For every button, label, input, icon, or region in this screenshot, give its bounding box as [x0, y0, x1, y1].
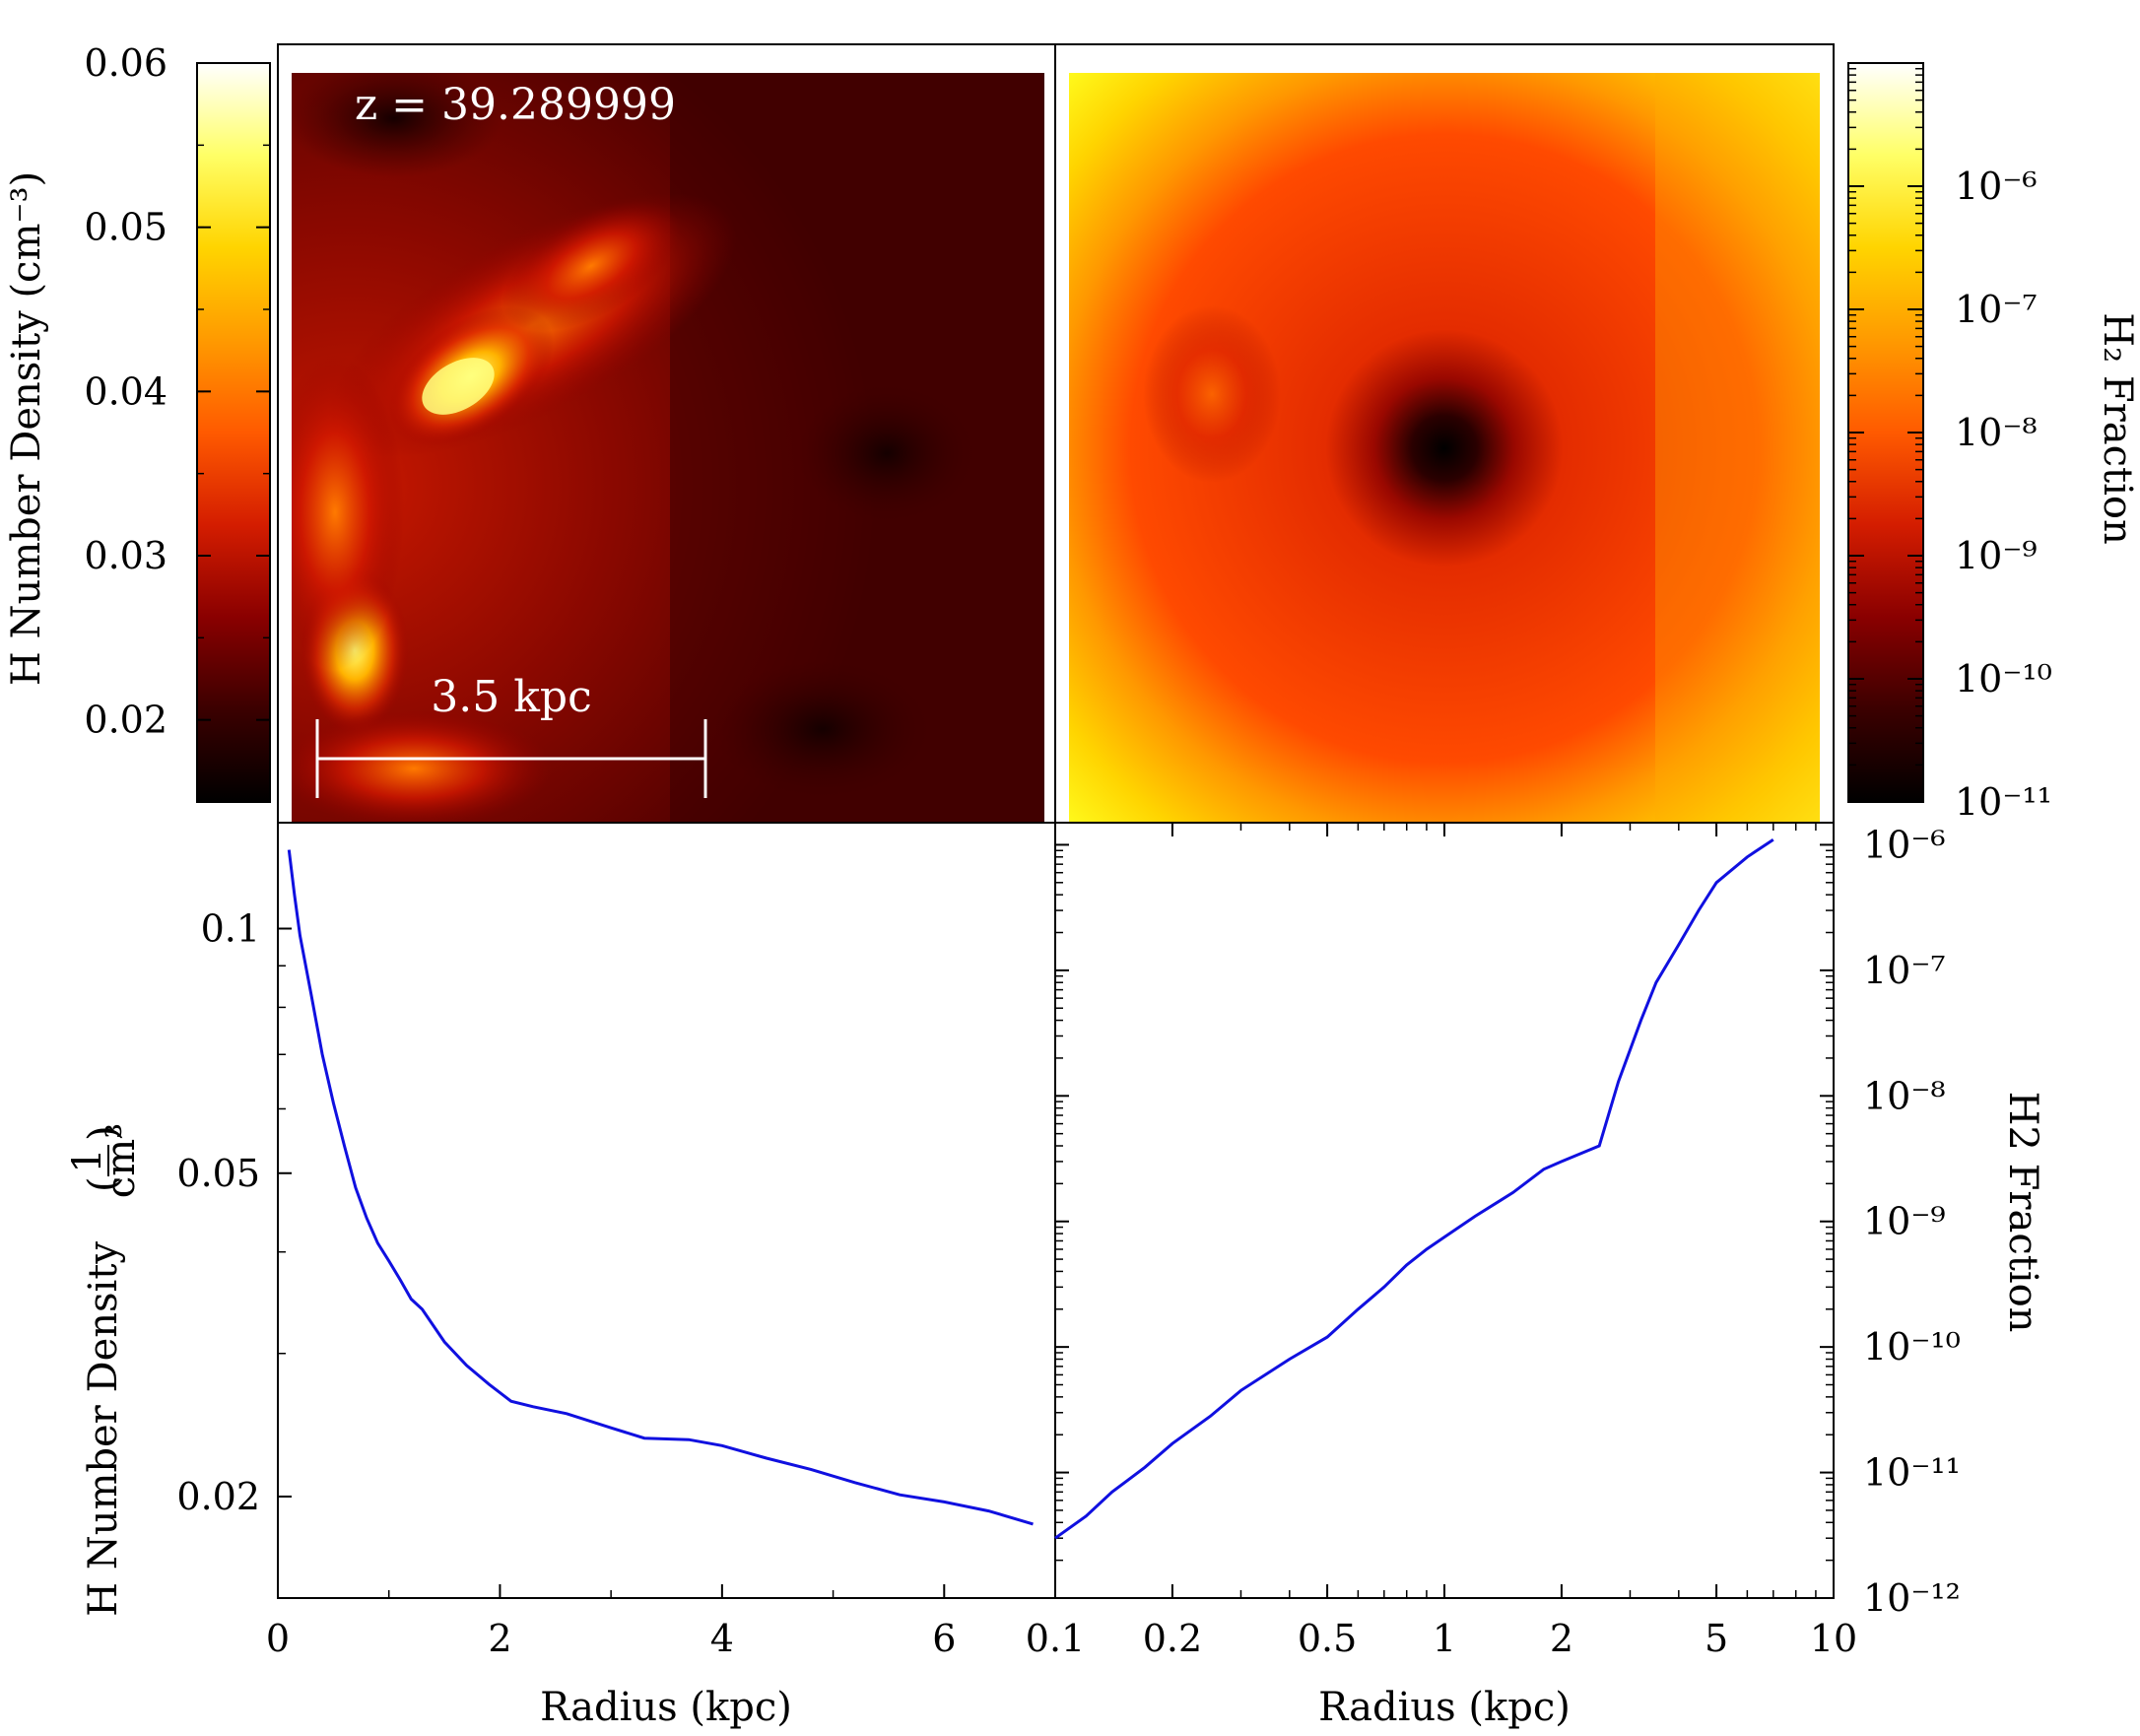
h2-profile-ytick-label: 10⁻¹⁰ [1863, 1325, 1961, 1369]
density-map-panel: z = 39.289999 3.5 kpc [277, 43, 1056, 824]
h2-profile-xtick-label: 1 [1433, 1617, 1456, 1660]
h2-profile-ytick-label: 10⁻¹² [1863, 1576, 1961, 1620]
density-profile-xlabel: Radius (kpc) [540, 1685, 792, 1730]
density-profile-ytick-label: 0.1 [201, 906, 260, 950]
h2-profile-ytick-label: 10⁻⁸ [1863, 1074, 1946, 1117]
h2-profile-xtick-label: 0.1 [1026, 1617, 1085, 1660]
h2-profile-xtick-label: 0.5 [1298, 1617, 1357, 1660]
colorbar-density-label: H Number Density (cm⁻³) [4, 171, 49, 686]
colorbar-density-tick-label: 0.05 [84, 206, 167, 249]
colorbar-h2-tick-label: 10⁻¹⁰ [1955, 657, 2052, 701]
colorbar-density-gradient [196, 62, 271, 803]
scale-bar-label: 3.5 kpc [431, 672, 591, 722]
colorbar-h2-label: H₂ Fraction [2095, 312, 2140, 544]
h2-profile-axes: 0.1 0.2 0.5 1 2 5 10 10⁻⁶ 10⁻⁷ 10⁻⁸ 10⁻⁹ 10⁻¹⁰ 10⁻¹¹… [1026, 823, 1961, 1660]
h2-profile-xlabel: Radius (kpc) [1318, 1685, 1571, 1730]
density-profile-xtick-label: 2 [488, 1617, 511, 1660]
h2-profile-plot: 0.1 0.2 0.5 1 2 5 10 10⁻⁶ 10⁻⁷ 10⁻⁸ 10⁻⁹ 10⁻¹⁰ 10⁻¹¹… [1026, 822, 2045, 1730]
colorbar-density-tick-label: 0.02 [84, 699, 167, 742]
h2-profile-frame [1054, 822, 1835, 1599]
density-profile-ylabel-unit: ( [81, 1176, 126, 1192]
density-profile-xtick-label: 6 [932, 1617, 956, 1660]
colorbar-h2: 10⁻⁶ 10⁻⁷ 10⁻⁸ 10⁻⁹ 10⁻¹⁰ 10⁻¹¹ H₂ Fraction [1847, 62, 2140, 824]
density-profile-plot: 0 2 4 6 0.1 0.05 0.02 Radius (kpc) H Number De… [65, 822, 1056, 1730]
h2-profile-xtick-label: 5 [1705, 1617, 1728, 1660]
colorbar-h2-tick-label: 10⁻¹¹ [1955, 780, 2052, 824]
h2-profile-xtick-label: 10 [1810, 1617, 1857, 1660]
colorbar-h2-tick-label: 10⁻⁷ [1955, 288, 2038, 331]
density-profile-ylabel-den: cm³ [99, 1123, 144, 1198]
colorbar-density-tick-label: 0.06 [84, 41, 167, 85]
h2-profile-ylabel: H2 Fraction [2000, 1092, 2045, 1333]
density-profile-ylabel: H Number Density ( 1 cm³ ) [65, 1123, 144, 1617]
h2-map-image [1069, 73, 1820, 824]
density-profile-ylabel-close: ) [81, 1125, 126, 1141]
h2-profile-ytick-label: 10⁻¹¹ [1863, 1451, 1961, 1495]
density-profile-axes: 0 2 4 6 0.1 0.05 0.02 [176, 906, 1056, 1660]
colorbar-density: 0.06 0.05 0.04 0.03 0.02 H Number Density (c… [4, 41, 271, 803]
colorbar-density-ticks: 0.06 0.05 0.04 0.03 0.02 [84, 41, 270, 803]
density-profile-ytick-label: 0.02 [176, 1475, 260, 1518]
colorbar-h2-tick-label: 10⁻⁸ [1955, 411, 2038, 454]
density-profile-ytick-label: 0.05 [176, 1152, 260, 1195]
h2-profile-ytick-label: 10⁻⁹ [1863, 1200, 1946, 1243]
h2-profile-xtick-label: 0.2 [1143, 1617, 1202, 1660]
colorbar-h2-ticks: 10⁻⁶ 10⁻⁷ 10⁻⁸ 10⁻⁹ 10⁻¹⁰ 10⁻¹¹ [1848, 67, 2052, 824]
h2-map-panel [1054, 43, 1835, 824]
density-profile-xtick-label: 0 [266, 1617, 290, 1660]
h2-profile-ytick-label: 10⁻⁷ [1863, 949, 1946, 992]
density-map-image [292, 73, 1044, 824]
colorbar-h2-tick-label: 10⁻⁹ [1955, 534, 2038, 577]
density-profile-line [287, 849, 1034, 1526]
h2-profile-xtick-label: 2 [1550, 1617, 1573, 1660]
colorbar-h2-tick-label: 10⁻⁶ [1955, 165, 2038, 208]
density-profile-ylabel-text: H Number Density [81, 1241, 126, 1617]
density-profile-frame [277, 822, 1056, 1599]
colorbar-density-tick-label: 0.04 [84, 369, 167, 413]
h2-profile-ytick-label: 10⁻⁶ [1863, 823, 1946, 866]
redshift-annotation: z = 39.289999 [355, 80, 676, 130]
h2-profile-line [1054, 837, 1774, 1540]
density-profile-xtick-label: 4 [710, 1617, 734, 1660]
scale-bar: 3.5 kpc [315, 672, 707, 798]
density-profile-ylabel-num: 1 [65, 1148, 110, 1172]
colorbar-density-tick-label: 0.03 [84, 534, 167, 577]
